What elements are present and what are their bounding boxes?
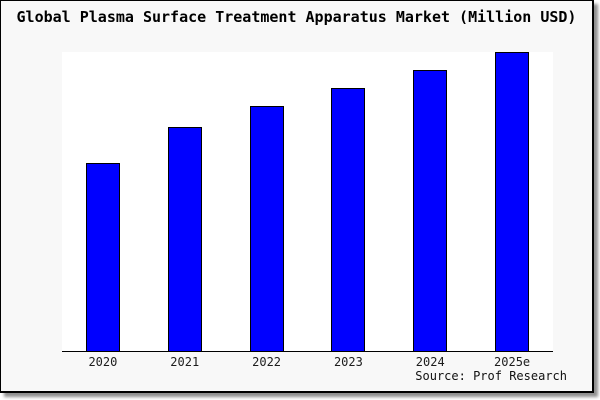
plot-area [62, 52, 553, 352]
x-tick-label-2023: 2023 [333, 355, 363, 369]
bar-2020 [85, 163, 120, 351]
bar-2023 [331, 88, 366, 351]
x-axis-tick-row: 2020 2021 2022 2023 2024 2025e [1, 355, 600, 371]
bar-2024 [413, 70, 448, 351]
bar-2022 [249, 106, 284, 351]
x-tick-label-2024: 2024 [415, 355, 445, 369]
chart-title: Global Plasma Surface Treatment Apparatu… [16, 8, 577, 26]
x-tick-label-2020: 2020 [88, 355, 118, 369]
x-tick-label-2021: 2021 [170, 355, 200, 369]
x-tick-label-2022: 2022 [252, 355, 282, 369]
bar-2021 [167, 127, 202, 351]
x-tick-label-2025e: 2025e [494, 355, 531, 369]
chart-frame: Global Plasma Surface Treatment Apparatu… [0, 0, 594, 393]
source-note: Source: Prof Research [415, 369, 567, 383]
bar-2025e [495, 52, 530, 351]
